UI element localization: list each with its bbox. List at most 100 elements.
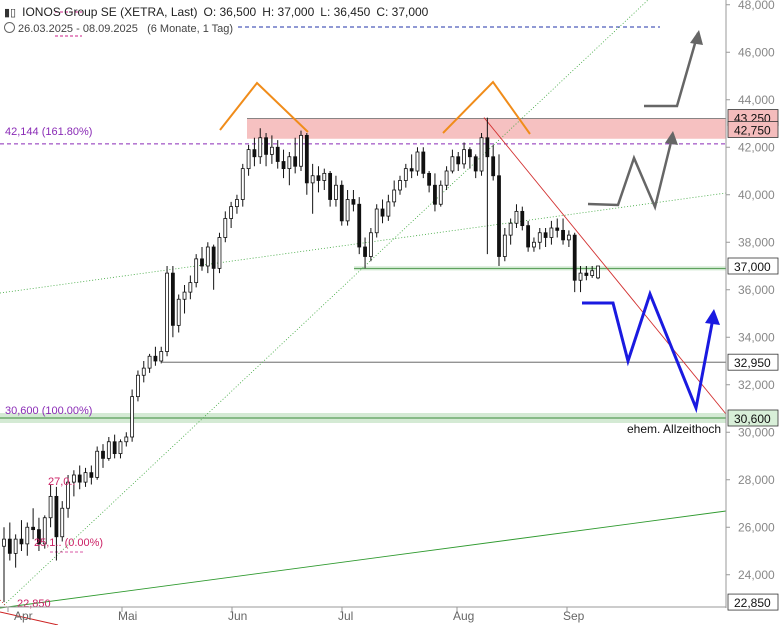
- price-badge-label: 32,950: [734, 356, 771, 370]
- y-tick-label: 42,000: [738, 140, 775, 154]
- candle-body: [48, 495, 53, 519]
- clock-icon: [4, 22, 15, 33]
- candle-body: [71, 474, 76, 483]
- candle-body: [368, 232, 373, 257]
- candle-body: [130, 396, 135, 438]
- bearish-scenario-path: [582, 289, 716, 414]
- candle-body: [526, 225, 531, 248]
- candle-body: [165, 272, 169, 352]
- candle-body: [322, 172, 327, 181]
- candle-body: [491, 156, 496, 177]
- y-tick-label: 24,000: [738, 568, 775, 582]
- candle-body: [304, 134, 309, 184]
- fib-100-label: 30,600 (100.00%): [5, 405, 92, 417]
- candle-body: [473, 156, 478, 172]
- candle-body: [596, 265, 600, 279]
- candlestick-series: [2, 117, 600, 603]
- price-badge: [727, 257, 779, 275]
- x-tick-label: Jun: [228, 609, 247, 623]
- candle-body: [136, 374, 140, 398]
- candle-body: [31, 526, 36, 531]
- candle-body: [357, 203, 362, 248]
- ath-label: ehem. Allzeithoch: [627, 422, 721, 436]
- candle-body: [205, 246, 210, 267]
- candle-body: [176, 298, 181, 326]
- instrument-title: IONOS Group SE (XETRA, Last): [22, 5, 198, 19]
- candle-body: [147, 355, 152, 369]
- candle-body: [456, 156, 461, 165]
- price-badge: [727, 409, 779, 427]
- candle-body: [194, 258, 199, 284]
- period-label: (6 Monate, 1 Tag): [147, 23, 234, 35]
- x-tick-label: Apr: [14, 609, 33, 623]
- price-badge: [727, 353, 779, 371]
- candle-body: [252, 149, 257, 158]
- candle-body: [60, 507, 65, 538]
- candle-body: [25, 526, 30, 545]
- candle-body: [188, 282, 193, 293]
- candle-body: [101, 450, 105, 459]
- candle-body: [106, 441, 111, 459]
- price-axis: 24,000 26,000 28,000 30,000 32,000 34,000 36,0…: [725, 0, 779, 611]
- candle-body: [2, 538, 6, 547]
- candle-body: [497, 175, 501, 257]
- chart-type-icon[interactable]: ▮▯: [4, 7, 17, 19]
- steep-dotted-trendline: [3, 0, 649, 606]
- x-tick-label: Sep: [563, 609, 585, 623]
- high-value: H: 37,000: [262, 5, 315, 19]
- open-value: O: 36,500: [203, 5, 257, 19]
- red-fib-base-line: [0, 611, 59, 625]
- candle-body: [345, 199, 350, 222]
- chart-subheader: 26.03.2025 - 08.09.2025 (6 Monate, 1 Tag…: [4, 22, 233, 35]
- candle-body: [124, 436, 129, 443]
- fib-27-label: 27,0..: [48, 476, 76, 488]
- price-badge-label: 22,850: [734, 596, 771, 610]
- candle-body: [37, 529, 41, 545]
- candle-body: [293, 156, 298, 167]
- fib-0-label: 25,1.. (0.00%): [34, 537, 103, 549]
- double-top-left-marker: [219, 81, 309, 133]
- candle-body: [485, 137, 490, 158]
- candle-body: [462, 149, 466, 165]
- y-tick-label: 34,000: [738, 330, 775, 344]
- candle-body: [334, 184, 338, 200]
- y-tick-label: 48,000: [738, 0, 775, 12]
- candle-body: [89, 472, 94, 478]
- candle-body: [328, 172, 333, 200]
- candle-body: [118, 441, 123, 455]
- candle-body: [578, 272, 583, 281]
- y-tick-label: 36,000: [738, 283, 775, 297]
- candle-body: [77, 474, 82, 483]
- candle-body: [415, 151, 420, 172]
- candle-body: [555, 227, 560, 231]
- candle-body: [170, 272, 175, 326]
- candle-body: [13, 538, 18, 554]
- candle-body: [479, 137, 484, 172]
- candle-body: [537, 232, 542, 243]
- candle-body: [83, 472, 88, 483]
- candle-body: [450, 156, 455, 172]
- red-downtrend-line: [483, 117, 727, 415]
- y-tick-label: 32,000: [738, 378, 775, 392]
- candle-body: [7, 538, 12, 554]
- chart-annotations: 42,144 (161.80%) 30,600 (100.00%) 27,0.. 25…: [5, 30, 721, 610]
- candle-body: [287, 156, 292, 170]
- candle-body: [95, 450, 100, 478]
- y-tick-label: 44,000: [738, 93, 775, 107]
- candle-body: [561, 229, 565, 241]
- resistance-zone: [247, 118, 726, 139]
- candle-body: [217, 237, 222, 269]
- candle-body: [502, 234, 507, 257]
- candle-body: [141, 367, 146, 376]
- candle-body: [444, 170, 449, 186]
- x-tick-label: Jul: [338, 609, 353, 623]
- long-term-trendline: [0, 510, 727, 609]
- candle-body: [54, 495, 59, 538]
- close-value: C: 37,000: [376, 5, 429, 19]
- bearish-arrow-head: [705, 309, 720, 325]
- fib-161-label: 42,144 (161.80%): [5, 126, 92, 138]
- bullish-scenario-path: [587, 133, 675, 211]
- candle-body: [386, 201, 391, 217]
- candle-body: [543, 232, 548, 238]
